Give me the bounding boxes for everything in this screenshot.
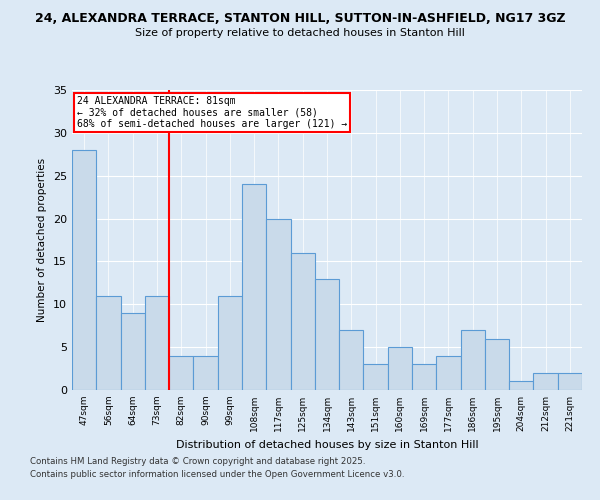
Bar bbox=[290, 253, 315, 390]
Bar bbox=[193, 356, 218, 390]
Text: 24, ALEXANDRA TERRACE, STANTON HILL, SUTTON-IN-ASHFIELD, NG17 3GZ: 24, ALEXANDRA TERRACE, STANTON HILL, SUT… bbox=[35, 12, 565, 26]
Bar bbox=[533, 373, 558, 390]
Bar bbox=[364, 364, 388, 390]
Bar bbox=[558, 373, 582, 390]
Bar bbox=[145, 296, 169, 390]
Bar bbox=[169, 356, 193, 390]
Y-axis label: Number of detached properties: Number of detached properties bbox=[37, 158, 47, 322]
Bar bbox=[339, 330, 364, 390]
Text: Contains HM Land Registry data © Crown copyright and database right 2025.: Contains HM Land Registry data © Crown c… bbox=[30, 458, 365, 466]
Text: Contains public sector information licensed under the Open Government Licence v3: Contains public sector information licen… bbox=[30, 470, 404, 479]
Bar bbox=[461, 330, 485, 390]
Bar bbox=[96, 296, 121, 390]
Bar bbox=[388, 347, 412, 390]
Bar bbox=[509, 382, 533, 390]
Bar bbox=[436, 356, 461, 390]
Bar bbox=[266, 218, 290, 390]
Text: Size of property relative to detached houses in Stanton Hill: Size of property relative to detached ho… bbox=[135, 28, 465, 38]
Bar bbox=[121, 313, 145, 390]
Bar bbox=[412, 364, 436, 390]
Bar bbox=[242, 184, 266, 390]
Bar bbox=[72, 150, 96, 390]
Bar bbox=[218, 296, 242, 390]
Bar bbox=[315, 278, 339, 390]
Bar bbox=[485, 338, 509, 390]
X-axis label: Distribution of detached houses by size in Stanton Hill: Distribution of detached houses by size … bbox=[176, 440, 478, 450]
Text: 24 ALEXANDRA TERRACE: 81sqm
← 32% of detached houses are smaller (58)
68% of sem: 24 ALEXANDRA TERRACE: 81sqm ← 32% of det… bbox=[77, 96, 347, 129]
